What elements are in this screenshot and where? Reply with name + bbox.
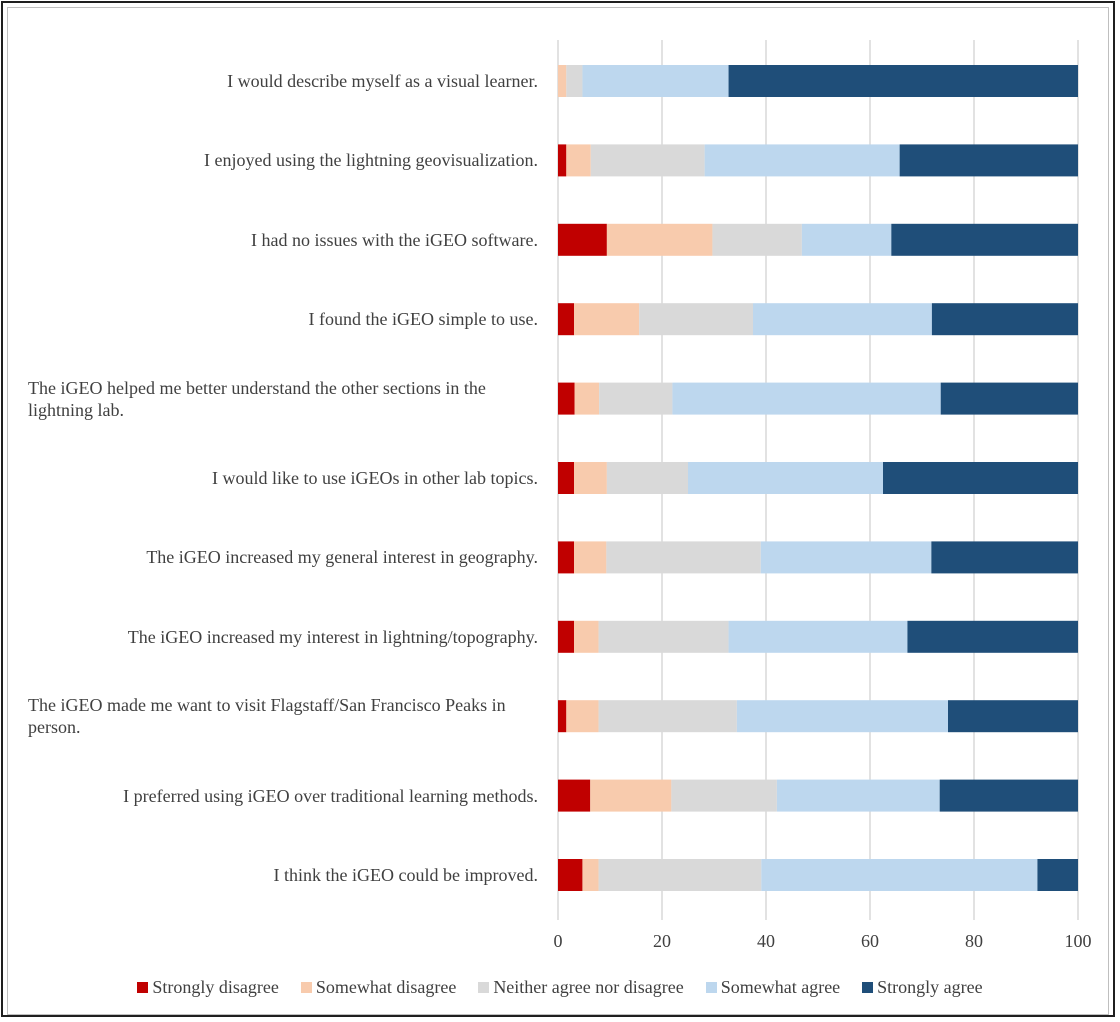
category-label: I found the iGEO simple to use.	[308, 309, 538, 330]
legend-label: Neither agree nor disagree	[493, 976, 684, 997]
bar-segment-somewhat-disagree	[566, 700, 599, 733]
category-label: I had no issues with the iGEO software.	[251, 229, 538, 250]
legend-item: Somewhat agree	[705, 976, 841, 998]
bar-segment-somewhat-disagree	[582, 859, 599, 891]
bar-segment-neither-agree-nor-disagree	[639, 303, 753, 336]
bar-segment-strongly-disagree	[558, 303, 575, 336]
category-label: I think the iGEO could be improved.	[273, 865, 538, 885]
chart-inner-frame	[7, 7, 1109, 1015]
legend-swatch	[862, 981, 874, 993]
bar-segment-somewhat-agree	[776, 779, 940, 812]
bar-segment-neither-agree-nor-disagree	[566, 65, 583, 97]
bar-segment-neither-agree-nor-disagree	[598, 620, 729, 653]
x-tick-label: 0	[554, 931, 563, 951]
bar-segment-somewhat-agree	[753, 303, 932, 336]
bar-segment-strongly-agree	[728, 65, 1078, 97]
category-label: The iGEO increased my general interest i…	[146, 547, 538, 568]
legend-swatch	[137, 981, 149, 993]
category-label: The iGEO increased my interest in lightn…	[127, 626, 538, 647]
bar-segment-somewhat-agree	[801, 223, 892, 256]
bar-segment-somewhat-agree	[704, 144, 900, 177]
chart-legend: Strongly disagree Somewhat disagree Neithe…	[0, 975, 1120, 999]
legend-item: Neither agree nor disagree	[478, 976, 684, 998]
bar-segment-strongly-agree	[948, 700, 1078, 733]
bar-segment-somewhat-disagree	[574, 462, 607, 494]
legend-label: Strongly disagree	[152, 976, 279, 997]
bar-segment-strongly-disagree	[558, 779, 591, 812]
bar-segment-somewhat-agree	[761, 859, 1038, 891]
legend-label: Strongly agree	[877, 976, 983, 997]
bar-segment-neither-agree-nor-disagree	[599, 382, 673, 415]
bar-segment-strongly-disagree	[558, 541, 575, 574]
bar-segment-somewhat-agree	[582, 65, 729, 97]
bar-segment-neither-agree-nor-disagree	[590, 144, 705, 177]
bar-segment-strongly-disagree	[558, 620, 575, 653]
bar-segment-somewhat-disagree	[574, 382, 600, 415]
bar-segment-somewhat-disagree	[558, 65, 567, 97]
bar-segment-strongly-agree	[883, 462, 1078, 494]
legend-swatch	[478, 981, 490, 993]
bar-segment-somewhat-agree	[760, 541, 932, 574]
bar-segment-neither-agree-nor-disagree	[606, 462, 688, 494]
bar-segment-somewhat-agree	[672, 382, 941, 415]
x-tick-label: 20	[653, 931, 671, 951]
bar-segment-neither-agree-nor-disagree	[598, 859, 762, 891]
bar-segment-somewhat-disagree	[566, 144, 591, 177]
bar-segment-somewhat-disagree	[574, 620, 599, 653]
bar-segment-strongly-disagree	[558, 382, 575, 415]
bar-segment-somewhat-disagree	[574, 541, 607, 574]
bar-segment-neither-agree-nor-disagree	[598, 700, 737, 733]
bar-segment-strongly-agree	[1037, 859, 1078, 891]
bar-segment-somewhat-agree	[728, 620, 908, 653]
x-tick-label: 60	[861, 931, 879, 951]
bar-segment-strongly-agree	[940, 382, 1078, 415]
bar-segment-strongly-agree	[931, 303, 1078, 336]
bar-segment-strongly-agree	[939, 779, 1078, 812]
bar-segment-neither-agree-nor-disagree	[671, 779, 777, 812]
category-label: I enjoyed using the lightning geovisuali…	[204, 150, 538, 171]
bar-segment-strongly-disagree	[558, 462, 575, 494]
legend-swatch	[705, 981, 717, 993]
bar-segment-somewhat-disagree	[606, 223, 713, 256]
legend-item: Strongly agree	[862, 976, 983, 998]
category-label: I would like to use iGEOs in other lab t…	[212, 468, 538, 488]
bar-segment-somewhat-disagree	[590, 779, 672, 812]
legend-swatch	[300, 981, 312, 993]
bar-segment-strongly-disagree	[558, 700, 567, 733]
category-label: The iGEO made me want to visit Flagstaff…	[28, 695, 506, 738]
bar-segment-strongly-agree	[931, 541, 1078, 574]
bar-segment-somewhat-agree	[688, 462, 883, 494]
bar-segment-strongly-disagree	[558, 223, 607, 256]
bar-segment-neither-agree-nor-disagree	[712, 223, 802, 256]
x-tick-label: 100	[1065, 931, 1092, 951]
x-tick-label: 40	[757, 931, 775, 951]
x-tick-label: 80	[965, 931, 983, 951]
category-label: The iGEO helped me better understand the…	[28, 377, 486, 420]
bar-segment-strongly-agree	[899, 144, 1078, 177]
bar-segment-strongly-disagree	[558, 144, 567, 177]
legend-label: Somewhat agree	[720, 976, 841, 997]
legend-item: Strongly disagree	[137, 976, 279, 998]
category-label: I would describe myself as a visual lear…	[227, 71, 538, 91]
bar-segment-somewhat-disagree	[574, 303, 640, 336]
bar-segment-strongly-agree	[907, 620, 1078, 653]
category-label: I preferred using iGEO over traditional …	[123, 785, 538, 806]
bar-segment-somewhat-agree	[736, 700, 948, 733]
bar-segment-neither-agree-nor-disagree	[606, 541, 761, 574]
legend-item: Somewhat disagree	[300, 976, 457, 998]
legend-label: Somewhat disagree	[315, 976, 457, 997]
bar-segment-strongly-agree	[891, 223, 1078, 256]
bar-segment-strongly-disagree	[558, 859, 583, 891]
